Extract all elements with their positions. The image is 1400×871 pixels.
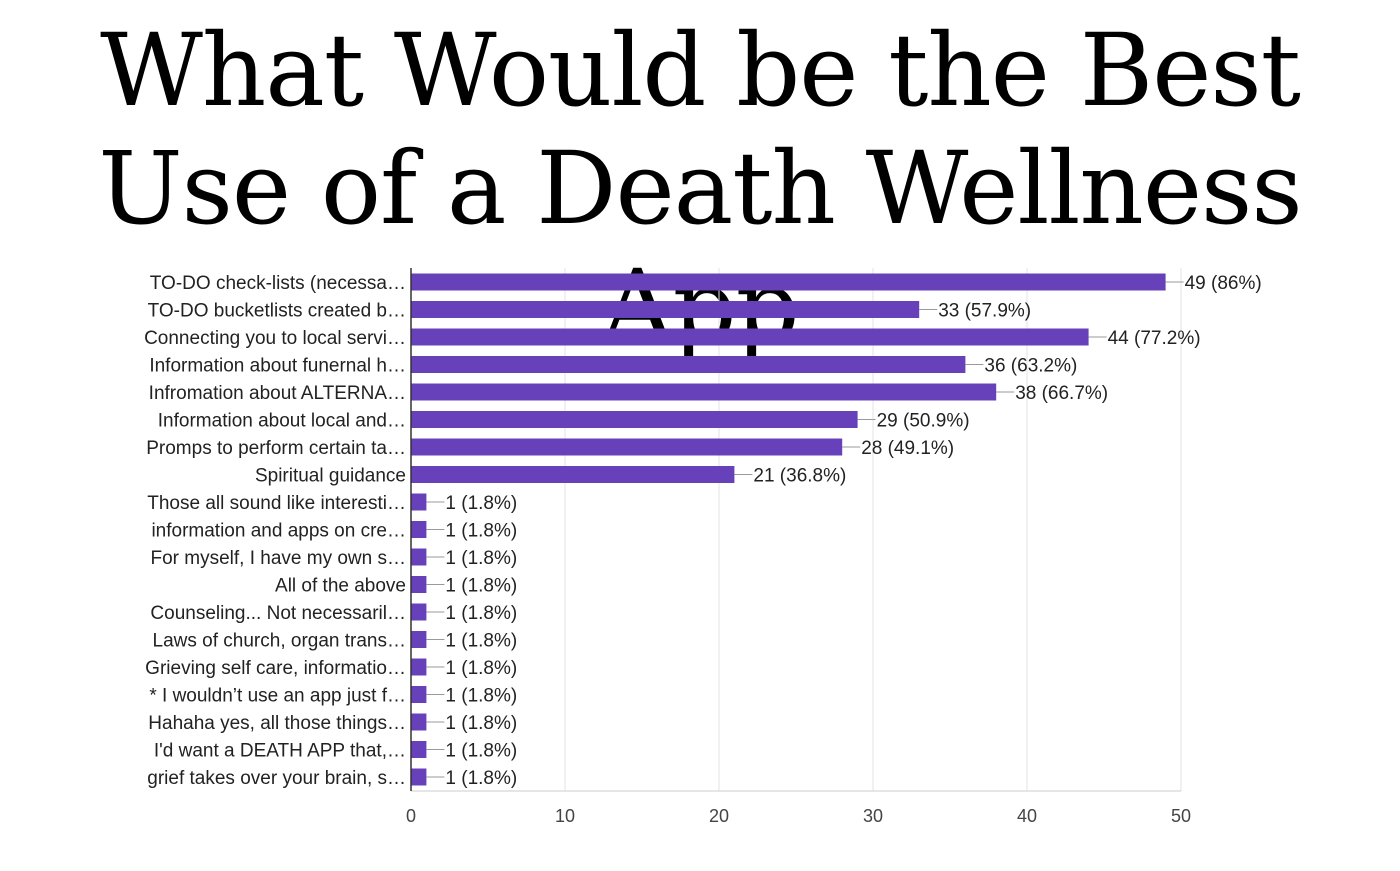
x-tick-label: 10 (555, 806, 575, 826)
data-label: 1 (1.8%) (445, 548, 517, 569)
category-label: Information about funernal h… (149, 356, 406, 377)
category-label: All of the above (275, 576, 406, 597)
data-label: 1 (1.8%) (445, 521, 517, 542)
chart-title: What Would be the Best Use of a Death We… (98, 12, 1302, 365)
bar (411, 411, 858, 428)
bar (411, 521, 427, 538)
bar (411, 356, 966, 373)
data-label: 1 (1.8%) (445, 658, 517, 679)
data-label: 1 (1.8%) (445, 603, 517, 624)
category-label: Grieving self care, informatio… (145, 658, 406, 679)
category-label: grief takes over your brain, s… (147, 768, 406, 789)
bars (411, 273, 1166, 786)
category-label: TO-DO check-lists (necessa… (150, 273, 406, 294)
category-label: Promps to perform certain ta… (146, 438, 406, 459)
data-label: 1 (1.8%) (445, 631, 517, 652)
x-tick-label: 0 (406, 806, 416, 826)
data-label: 49 (86%) (1185, 273, 1262, 294)
category-label: Information about local and… (158, 411, 406, 432)
bar (411, 383, 997, 401)
x-tick-label: 40 (1017, 806, 1037, 826)
data-label: 1 (1.8%) (445, 713, 517, 734)
category-label: Hahaha yes, all those things… (148, 713, 406, 734)
bar (411, 328, 1089, 346)
category-label: * I wouldn’t use an app just f… (149, 686, 406, 707)
data-label: 36 (63.2%) (984, 356, 1077, 377)
category-label: Connecting you to local servi… (144, 328, 406, 349)
data-label: 1 (1.8%) (445, 576, 517, 597)
category-label: Laws of church, organ trans… (153, 631, 406, 652)
x-axis-ticks: 0 10 20 30 40 50 (406, 268, 1191, 826)
category-label: Infromation about ALTERNA… (149, 383, 406, 404)
data-label: 28 (49.1%) (861, 438, 954, 459)
category-label: For myself, I have my own s… (150, 548, 406, 569)
data-label: 1 (1.8%) (445, 768, 517, 789)
bar (411, 438, 843, 456)
data-label: 38 (66.7%) (1015, 383, 1108, 404)
x-tick-label: 20 (709, 806, 729, 826)
bar (411, 493, 427, 511)
x-tick-label: 50 (1171, 806, 1191, 826)
bar (411, 741, 427, 758)
category-label: information and apps on cre… (151, 521, 406, 542)
data-label: 1 (1.8%) (445, 493, 517, 514)
bar (411, 686, 427, 703)
category-label: Those all sound like interesti… (147, 493, 406, 514)
data-label: 29 (50.9%) (877, 411, 970, 432)
category-label: TO-DO bucketlists created b… (148, 301, 406, 322)
bar (411, 273, 1166, 291)
bar (411, 548, 427, 566)
bar (411, 713, 427, 731)
data-labels: 49 (86%) 33 (57.9%) 44 (77.2%) 36 (63.2%) 38… (426, 273, 1262, 789)
x-tick-label: 30 (863, 806, 883, 826)
data-label: 1 (1.8%) (445, 741, 517, 762)
category-label: Spiritual guidance (255, 466, 406, 487)
bar (411, 768, 427, 786)
data-label: 1 (1.8%) (445, 686, 517, 707)
gridlines (410, 268, 1182, 792)
data-label: 33 (57.9%) (938, 301, 1031, 322)
bar (411, 301, 920, 318)
category-labels: TO-DO check-lists (necessa… TO-DO bucketl… (144, 273, 406, 789)
bar (411, 658, 427, 676)
bar (411, 576, 427, 593)
data-label: 21 (36.8%) (753, 466, 846, 487)
bar (411, 603, 427, 621)
category-label: I'd want a DEATH APP that,… (154, 741, 406, 762)
bar (411, 631, 427, 648)
data-label: 44 (77.2%) (1108, 328, 1201, 349)
bar (411, 466, 735, 483)
category-label: Counseling... Not necessaril… (150, 603, 406, 624)
